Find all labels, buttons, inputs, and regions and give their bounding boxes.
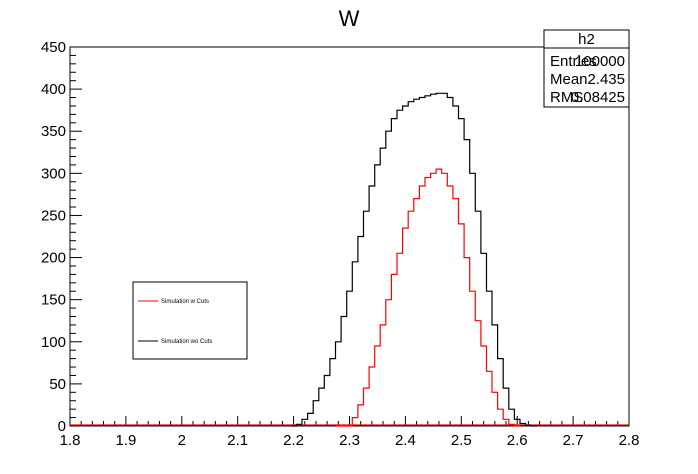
y-tick-label: 150 [41,292,66,309]
x-tick-label: 2 [178,432,186,449]
stats-rms-label: RMS [550,89,583,106]
stats-entries-value: 100000 [575,53,625,70]
x-tick-label: 2.5 [451,432,472,449]
x-tick-label: 2.6 [507,432,528,449]
y-tick-label: 0 [58,418,66,435]
x-tick-label: 2.3 [339,432,360,449]
y-tick-label: 300 [41,165,66,182]
stats-box: h2 Entries 100000 Mean 2.435 RMS 0.08425 [543,29,630,108]
legend-frame [132,281,248,360]
y-tick-label: 250 [41,207,66,224]
x-tick-label: 1.9 [115,432,136,449]
series-layer [70,92,629,427]
y-tick-label: 200 [41,250,66,267]
x-tick-label: 2.4 [395,432,416,449]
stats-box-name: h2 [578,31,595,48]
x-tick-label: 2.2 [283,432,304,449]
y-tick-label: 50 [49,376,66,393]
legend-label-without-cuts: Simulation wo Cuts [161,339,212,345]
series-without-cuts [290,92,537,427]
x-axis: 1.8 1.9 2 2.1 2.2 2.3 2.4 2.5 2.6 2.7 2.8 [60,416,640,449]
stats-entries-label: Entries [550,53,597,70]
stats-rms-value: 0.08425 [571,89,625,106]
x-tick-label: 2.7 [563,432,584,449]
y-tick-label: 350 [41,123,66,140]
x-tick-label: 2.1 [227,432,248,449]
stats-box-frame [543,29,630,108]
chart-title: W [339,6,360,31]
series-with-cuts [335,168,520,427]
legend-label-with-cuts: Simulation w Cuts [161,299,209,305]
legend: Simulation w Cuts Simulation wo Cuts [132,281,248,360]
stats-mean-value: 2.435 [587,71,625,88]
x-tick-label: 2.8 [619,432,640,449]
y-axis: 0 50 100 150 200 250 300 350 400 450 [41,39,82,435]
stats-mean-label: Mean [550,71,588,88]
y-tick-label: 450 [41,39,66,56]
y-tick-label: 400 [41,81,66,98]
x-tick-label: 1.8 [60,432,81,449]
y-tick-label: 100 [41,334,66,351]
